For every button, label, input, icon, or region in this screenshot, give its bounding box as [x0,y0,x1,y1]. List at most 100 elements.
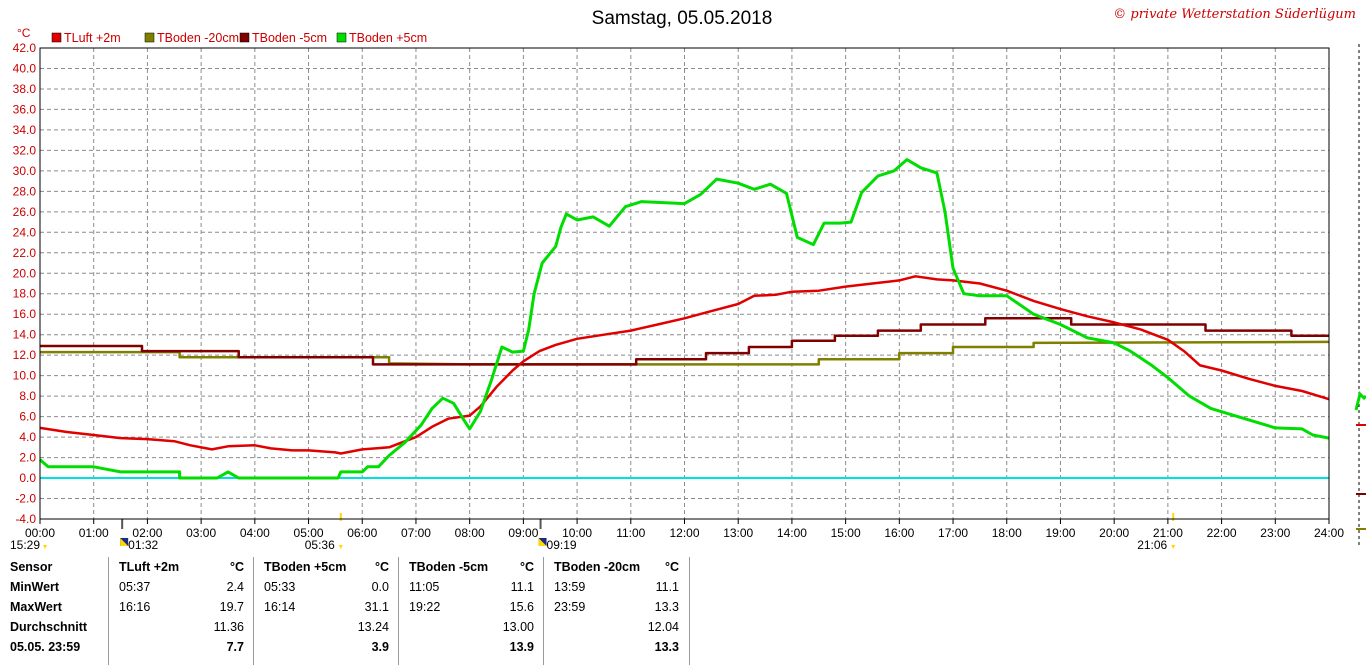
temperature-chart: Samstag, 05.05.2018 © private Wetterstat… [10,7,1366,552]
right-scroll-strip [1354,44,1366,545]
stats-column-tboden-plus5: TBoden +5cm °C 05:33 0.0 16:14 31.1 13.24 3… [253,557,399,665]
series-lines [39,158,1330,480]
y-tick-label: 38.0 [13,82,37,96]
x-tick-label: 02:00 [132,526,162,540]
stats-column-header: TBoden -20cm [554,560,641,574]
x-tick-label: 19:00 [1045,526,1075,540]
max-value: 13.3 [654,600,679,614]
x-tick-label: 17:00 [938,526,968,540]
min-value: 11.1 [510,580,534,594]
min-value: 11.1 [655,580,679,594]
x-tick-label: 03:00 [186,526,216,540]
stats-column-header: TBoden -5cm [409,560,489,574]
stats-unit: °C [664,560,679,574]
sun-marker [43,545,47,549]
y-tick-label: 2.0 [19,451,36,465]
series-line-tboden-5cm [40,317,1329,366]
y-tick-label: 28.0 [13,184,37,198]
min-value: 0.0 [371,580,389,594]
min-time: 11:05 [409,580,440,594]
strip-green-mark [1354,391,1366,411]
y-tick-label: 16.0 [13,307,37,321]
min-time: 13:59 [554,580,586,594]
marker-label: 09:19 [547,538,577,552]
series-line-tboden-5cm [39,158,1330,480]
x-tick-label: 00:00 [25,526,55,540]
y-tick-label: 8.0 [19,389,36,403]
max-time: 23:59 [554,600,586,614]
x-tick-label: 05:00 [294,526,324,540]
y-tick-label: 20.0 [13,266,37,280]
marker-label: 21:06 [1137,538,1167,552]
y-tick-label: -2.0 [15,492,36,506]
row-label-avg: Durchschnitt [10,620,88,634]
min-value: 2.4 [226,580,244,594]
x-tick-label: 14:00 [777,526,807,540]
sensor-header: Sensor [10,560,53,574]
stats-unit: °C [519,560,534,574]
x-tick-label: 21:00 [1153,526,1183,540]
legend-swatch [144,32,155,43]
x-tick-label: 18:00 [992,526,1022,540]
legend-swatch [239,32,250,43]
x-tick-label: 20:00 [1099,526,1129,540]
legend-label: TBoden -20cm [157,31,239,45]
y-tick-label: 34.0 [13,123,37,137]
avg-value: 11.36 [213,620,244,634]
sun-marker [338,545,343,549]
y-tick-label: 4.0 [19,430,36,444]
legend-label: TBoden -5cm [252,31,327,45]
chart-title: Samstag, 05.05.2018 [592,8,773,29]
plot-frame [39,47,1330,520]
x-axis-ticks: 00:00 01:00 02:00 03:00 04:00 05:00 06:00 07:00… [25,519,1344,540]
legend-label: TBoden +5cm [349,31,427,45]
stats-column-header: TLuft +2m [119,560,180,574]
min-time: 05:37 [119,580,151,594]
moon-icon-phase [538,538,547,546]
y-tick-label: 12.0 [13,348,37,362]
y-tick-label: 30.0 [13,164,37,178]
max-time: 19:22 [409,600,441,614]
y-tick-label: 22.0 [13,246,37,260]
y-tick-label: 26.0 [13,205,37,219]
stats-unit: °C [229,560,244,574]
stats-column-tluft: TLuft +2m °C 05:37 2.4 16:16 19.7 11.36 7.7 [108,557,254,665]
grid [40,47,1329,520]
current-value: 3.9 [371,640,389,654]
current-value: 7.7 [226,640,244,654]
marker-label: 05:36 [305,538,335,552]
y-tick-label: 6.0 [19,410,36,424]
legend-swatch [51,32,62,43]
max-value: 15.6 [509,600,534,614]
legend: TLuft +2m TBoden -20cm TBoden -5cm TBoden +… [51,31,427,45]
x-tick-label: 11:00 [616,526,645,540]
marker-label: 01:32 [128,538,158,552]
y-tick-label: -4.0 [15,512,36,526]
y-tick-label: 42.0 [13,41,37,55]
stats-column-header: TBoden +5cm [264,560,347,574]
y-axis-ticks: -4.0 -2.0 0.0 2.0 4.0 6.0 8.0 10.0 12.0 14.0 16.0 1… [13,41,37,526]
moon-icon-phase [120,538,129,546]
x-tick-label: 23:00 [1260,526,1290,540]
stats-sensor-column: Sensor MinWert MaxWert Durchschnitt 05.0… [0,557,108,665]
y-tick-label: 14.0 [13,328,37,342]
y-tick-label: 18.0 [13,287,37,301]
x-tick-label: 16:00 [884,526,914,540]
y-unit-label: °C [17,26,31,40]
x-tick-label: 01:00 [79,526,109,540]
x-tick-label: 12:00 [669,526,699,540]
y-tick-label: 40.0 [13,61,37,75]
max-time: 16:14 [264,600,296,614]
avg-value: 13.24 [357,620,389,634]
max-time: 16:16 [119,600,151,614]
x-tick-label: 07:00 [401,526,431,540]
max-value: 31.1 [364,600,389,614]
avg-value: 13.00 [502,620,534,634]
y-tick-label: 36.0 [13,102,37,116]
x-tick-label: 09:00 [508,526,538,540]
time-markers: 15:29 01:32 05:36 09:19 21:06 [10,513,1176,552]
x-tick-label: 13:00 [723,526,753,540]
x-tick-label: 22:00 [1207,526,1237,540]
sun-marker [1171,545,1176,549]
current-value: 13.3 [654,640,679,654]
